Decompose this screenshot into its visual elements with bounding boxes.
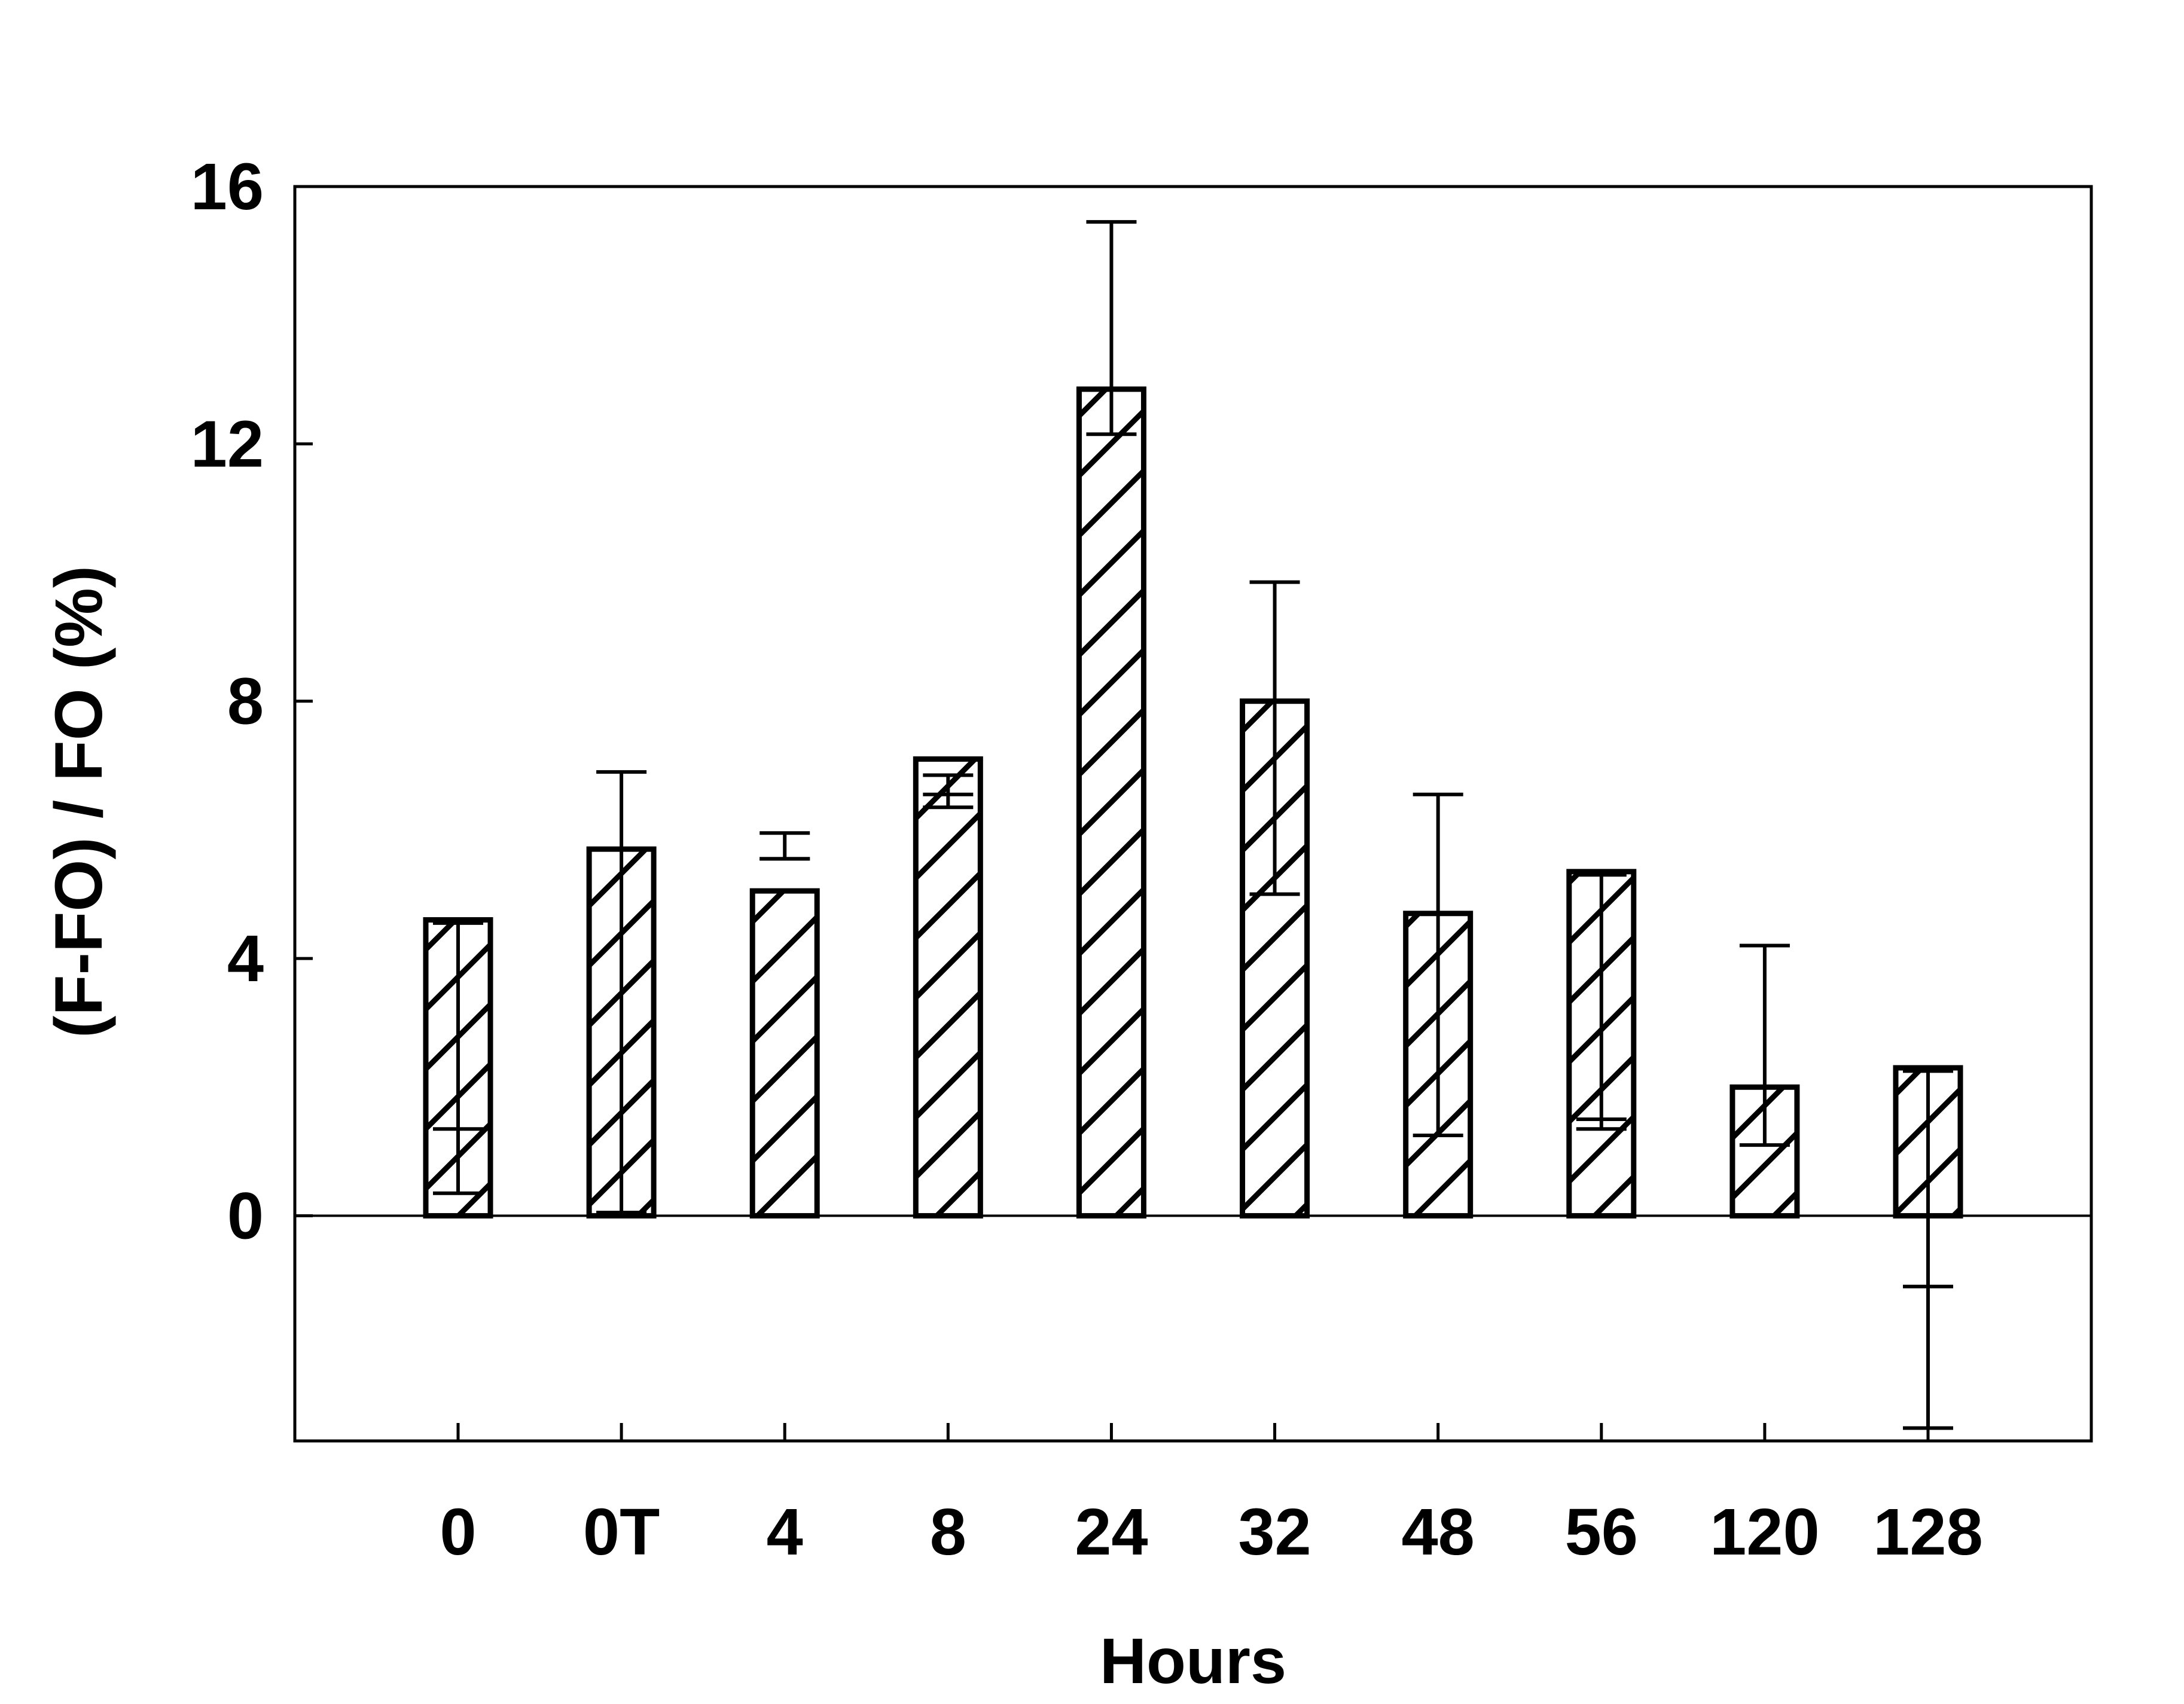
x-tick-label-128: 128 <box>1873 1495 1983 1569</box>
x-tick-label-48: 48 <box>1401 1495 1474 1569</box>
y-tick-label-4: 4 <box>227 922 264 995</box>
y-tick-label-0: 0 <box>227 1179 264 1253</box>
x-tick-label-8: 8 <box>930 1495 966 1569</box>
y-axis-title: (F-FO) / FO (%) <box>41 566 116 1038</box>
bar-24 <box>1076 386 1146 1219</box>
x-tick-label-24: 24 <box>1075 1495 1148 1569</box>
x-tick-label-0: 0 <box>440 1495 476 1569</box>
x-tick-label-56: 56 <box>1565 1495 1638 1569</box>
y-tick-label-8: 8 <box>227 665 264 738</box>
x-tick-label-32: 32 <box>1238 1495 1311 1569</box>
y-tick-label-12: 12 <box>191 407 264 481</box>
x-tick-label-4: 4 <box>767 1495 803 1569</box>
plot-frame <box>293 185 2093 1443</box>
x-tick-label-120: 120 <box>1710 1495 1820 1569</box>
y-tick-label-16: 16 <box>191 150 264 224</box>
x-axis-title: Hours <box>1100 1624 1286 1697</box>
bar-4 <box>749 888 820 1219</box>
x-tick-label-0T: 0T <box>583 1495 660 1569</box>
bar-8 <box>913 756 983 1219</box>
